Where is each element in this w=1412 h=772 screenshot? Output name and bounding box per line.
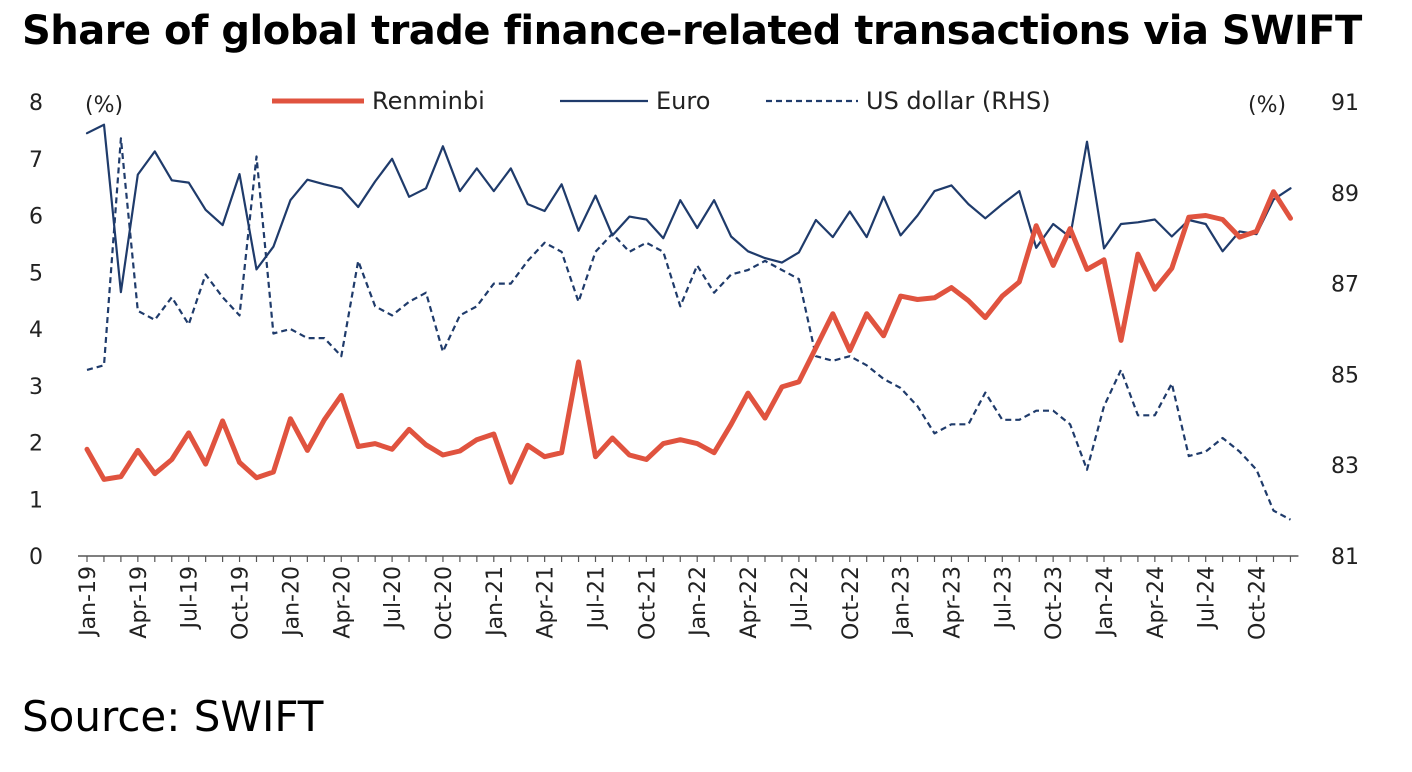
x-tick-label: Jul-21 xyxy=(585,566,610,630)
legend: Renminbi Euro US dollar (RHS) xyxy=(272,87,1051,115)
legend-label: US dollar (RHS) xyxy=(866,87,1051,115)
left-tick-label: 8 xyxy=(29,91,43,116)
series-line-euro xyxy=(85,123,1292,294)
left-tick-label: 1 xyxy=(29,488,43,513)
chart-title: Share of global trade finance-related tr… xyxy=(22,8,1362,54)
x-tick-label: Apr-24 xyxy=(1144,566,1169,639)
line-chart: 0 1 2 3 4 5 6 7 8 81 83 85 87 89 91 (%) (%) Jan-19 Apr-19 J… xyxy=(29,87,1359,640)
right-tick-label: 85 xyxy=(1331,363,1359,388)
legend-label: Renminbi xyxy=(372,87,485,115)
left-tick-label: 0 xyxy=(29,545,43,570)
x-tick-label: Jul-24 xyxy=(1195,566,1220,630)
x-tick-label: Oct-21 xyxy=(635,566,660,640)
x-tick-label: Jan-21 xyxy=(483,566,508,638)
right-tick-label: 81 xyxy=(1331,545,1359,570)
x-tick-label: Oct-22 xyxy=(839,566,864,640)
x-tick-label: Jul-19 xyxy=(178,566,203,630)
right-axis-unit: (%) xyxy=(1248,93,1286,118)
x-tick-label: Jan-20 xyxy=(279,566,304,638)
x-tick-label: Apr-21 xyxy=(534,566,559,639)
x-tick-label: Jul-23 xyxy=(991,566,1016,630)
x-tick-label: Oct-19 xyxy=(229,566,254,640)
left-tick-label: 2 xyxy=(29,432,43,457)
x-tick-label: Oct-24 xyxy=(1246,566,1271,640)
series-line-us-dollar-rhs xyxy=(86,137,1292,521)
axes: 0 1 2 3 4 5 6 7 8 81 83 85 87 89 91 (%) (%) Jan-19 Apr-19 J… xyxy=(29,91,1359,640)
left-tick-label: 5 xyxy=(29,261,43,286)
source-note: Source: SWIFT xyxy=(22,692,324,741)
right-tick-label: 83 xyxy=(1331,454,1359,479)
right-tick-label: 91 xyxy=(1331,91,1359,116)
left-tick-label: 4 xyxy=(29,318,43,343)
x-tick-label: Oct-20 xyxy=(432,566,457,640)
x-tick-label: Apr-22 xyxy=(737,566,762,639)
x-tick-label: Apr-19 xyxy=(127,566,152,639)
x-tick-label: Apr-23 xyxy=(940,566,965,639)
x-tick-label: Jan-23 xyxy=(890,566,915,638)
left-axis-unit: (%) xyxy=(85,93,123,118)
left-tick-label: 3 xyxy=(29,375,43,400)
series-layer xyxy=(84,123,1293,521)
x-tick-label: Jul-20 xyxy=(381,566,406,630)
x-tick-label: Apr-20 xyxy=(330,566,355,639)
left-tick-label: 6 xyxy=(29,205,43,230)
x-tick-label: Oct-23 xyxy=(1042,566,1067,640)
right-tick-label: 89 xyxy=(1331,182,1359,207)
right-tick-label: 87 xyxy=(1331,273,1359,298)
x-tick-label: Jan-24 xyxy=(1093,566,1118,638)
legend-label: Euro xyxy=(656,87,710,115)
x-tick-label: Jul-22 xyxy=(788,566,813,630)
x-tick-label: Jan-19 xyxy=(76,566,101,638)
series-line-renminbi xyxy=(84,189,1293,485)
x-tick-label: Jan-22 xyxy=(686,566,711,638)
left-tick-label: 7 xyxy=(29,148,43,173)
